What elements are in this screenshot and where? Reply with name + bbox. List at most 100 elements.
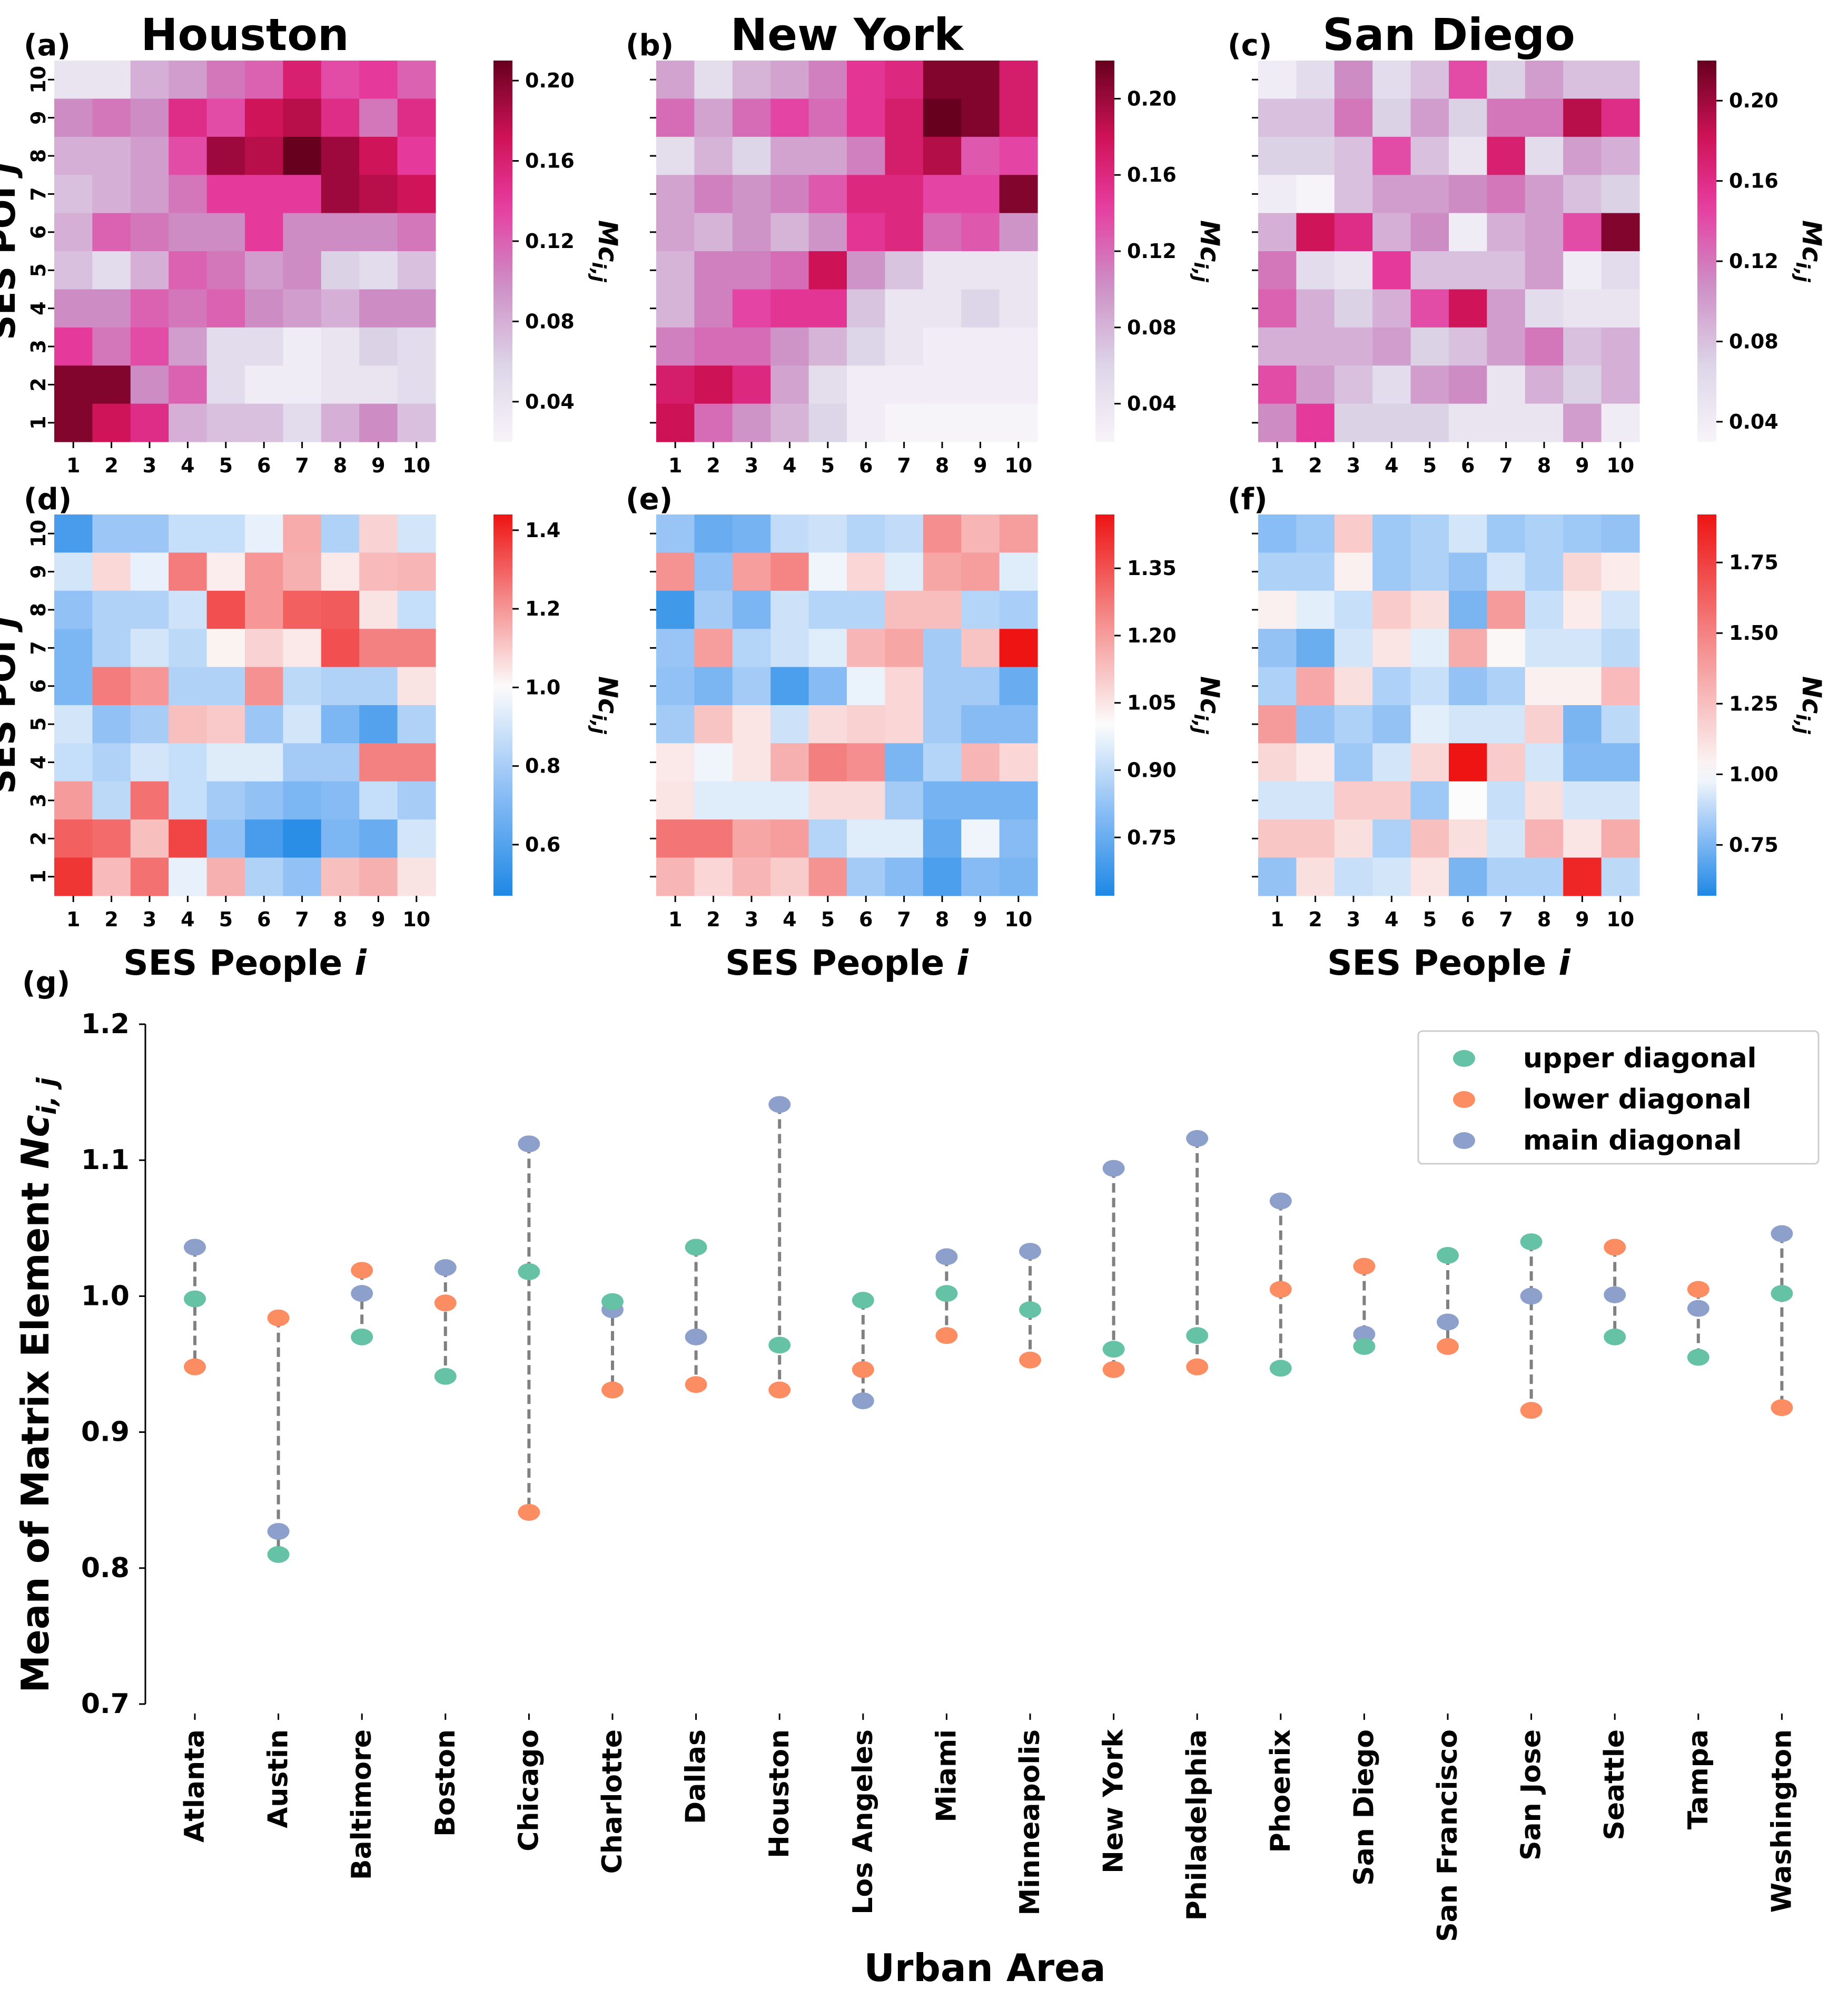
heatmap-cell bbox=[770, 590, 809, 629]
heatmap-cell bbox=[1487, 175, 1526, 214]
x-tick-label: 7 bbox=[1499, 908, 1513, 931]
point-main-diagonal bbox=[1771, 1225, 1793, 1242]
y-tick-label: 0.9 bbox=[81, 1417, 130, 1448]
heatmap-cell bbox=[1372, 781, 1411, 820]
heatmap-cell bbox=[397, 667, 436, 706]
heatmap-cell bbox=[283, 98, 322, 137]
heatmap-cell bbox=[656, 136, 695, 175]
heatmap-cell bbox=[1487, 552, 1526, 591]
x-tick-label: Baltimore bbox=[346, 1729, 378, 1880]
heatmap-cell bbox=[656, 552, 695, 591]
x-tick-label: 8 bbox=[935, 908, 949, 931]
heatmap-cell bbox=[999, 289, 1038, 328]
x-tick-label: Boston bbox=[430, 1729, 461, 1837]
heatmap-cell bbox=[961, 819, 1000, 858]
heatmap-cell bbox=[1525, 175, 1564, 214]
heatmap-cell bbox=[923, 781, 962, 820]
heatmap-cell bbox=[1372, 705, 1411, 744]
heatmap-cell bbox=[1449, 136, 1487, 175]
heatmap-cell bbox=[283, 590, 322, 629]
colorbar-tick-label: 1.05 bbox=[1127, 691, 1177, 715]
heatmap-cell bbox=[1410, 61, 1449, 99]
point-lower-diagonal bbox=[1520, 1402, 1543, 1419]
heatmap-cell bbox=[283, 251, 322, 290]
heatmap-cell bbox=[656, 629, 695, 668]
heatmap-cell bbox=[1372, 98, 1411, 137]
heatmap-cell bbox=[694, 98, 733, 137]
point-lower-diagonal bbox=[935, 1327, 958, 1344]
heatmap-cell bbox=[92, 819, 131, 858]
colorbar-tick-label: 1.75 bbox=[1729, 551, 1778, 574]
point-lower-diagonal bbox=[685, 1376, 707, 1393]
point-main-diagonal bbox=[518, 1135, 540, 1153]
heatmap-cell bbox=[359, 781, 398, 820]
heatmap-cell bbox=[1449, 175, 1487, 214]
heatmap-cell bbox=[206, 98, 245, 137]
heatmap-cell bbox=[808, 251, 847, 290]
colorbar-tick-label: 0.16 bbox=[1127, 163, 1177, 186]
x-tick-label: Austin bbox=[263, 1729, 294, 1828]
colorbar bbox=[493, 61, 512, 442]
heatmap-cell bbox=[847, 251, 885, 290]
heatmap-cell bbox=[397, 98, 436, 137]
heatmap-cell bbox=[1410, 857, 1449, 896]
heatmap-cell bbox=[245, 136, 283, 175]
y-tick-label: 5 bbox=[27, 263, 50, 277]
heatmap-cell bbox=[1372, 213, 1411, 252]
heatmap-cell bbox=[1296, 251, 1335, 290]
heatmap-cell bbox=[1563, 61, 1602, 99]
heatmap-cell bbox=[359, 667, 398, 706]
colorbar-tick-label: 1.20 bbox=[1127, 624, 1177, 647]
point-upper-diagonal bbox=[1437, 1246, 1459, 1264]
heatmap-cell bbox=[1525, 327, 1564, 366]
heatmap-cell bbox=[206, 136, 245, 175]
x-tick-label: 8 bbox=[935, 454, 949, 477]
colorbar-label-var: Nc bbox=[1194, 676, 1225, 714]
y-tick-label: 7 bbox=[27, 641, 50, 655]
heatmap-cell bbox=[1334, 629, 1373, 668]
colorbar-tick-label: 0.08 bbox=[1127, 316, 1177, 339]
heatmap-cell bbox=[245, 61, 283, 99]
heatmap-cell bbox=[808, 98, 847, 137]
heatmap-cell bbox=[283, 819, 322, 858]
heatmap-cell bbox=[923, 98, 962, 137]
heatmap-cell bbox=[283, 857, 322, 896]
heatmap-cell bbox=[1296, 781, 1335, 820]
heatmap-cell bbox=[169, 175, 207, 214]
x-tick-label: 9 bbox=[371, 454, 385, 477]
heatmap-cell bbox=[1487, 705, 1526, 744]
heatmap-cell bbox=[1258, 251, 1297, 290]
heatmap-cell bbox=[1563, 98, 1602, 137]
panel-label: (b) bbox=[626, 28, 674, 63]
heatmap-cell bbox=[1449, 514, 1487, 553]
colorbar-label: Mci,j bbox=[1190, 220, 1225, 282]
heatmap-cell bbox=[999, 403, 1038, 442]
heatmap-cell bbox=[283, 175, 322, 214]
heatmap-cell bbox=[1487, 857, 1526, 896]
heatmap-cell bbox=[1487, 629, 1526, 668]
point-main-diagonal bbox=[434, 1259, 457, 1276]
heatmap-cell bbox=[1487, 251, 1526, 290]
legend-frame bbox=[1417, 1030, 1820, 1165]
point-main-diagonal bbox=[1604, 1286, 1626, 1303]
heatmap-cell bbox=[694, 251, 733, 290]
heatmap-cell bbox=[1410, 667, 1449, 706]
point-upper-diagonal bbox=[184, 1290, 206, 1308]
heatmap-6: (f) 1 2 3 4 5 6 7 8 9 10 SES People i 0.75 1.00 1.25 1.… bbox=[1228, 482, 1827, 983]
x-axis-label-var: i bbox=[354, 943, 367, 983]
heatmap-cell bbox=[923, 327, 962, 366]
x-tick-label: 1 bbox=[1270, 454, 1284, 477]
x-tick-label: 8 bbox=[333, 908, 347, 931]
heatmap-cell bbox=[1334, 61, 1373, 99]
heatmap-cell bbox=[54, 781, 93, 820]
colorbar-tick-label: 0.6 bbox=[525, 833, 560, 856]
heatmap-cell bbox=[54, 175, 93, 214]
x-tick-label: Los Angeles bbox=[847, 1729, 879, 1915]
heatmap-cell bbox=[54, 289, 93, 328]
heatmap-cell bbox=[1410, 251, 1449, 290]
heatmap-cell bbox=[1296, 552, 1335, 591]
heatmap-cell bbox=[961, 667, 1000, 706]
heatmap-cell bbox=[847, 289, 885, 328]
y-tick-label: 6 bbox=[27, 679, 50, 693]
heatmap-cell bbox=[732, 213, 771, 252]
